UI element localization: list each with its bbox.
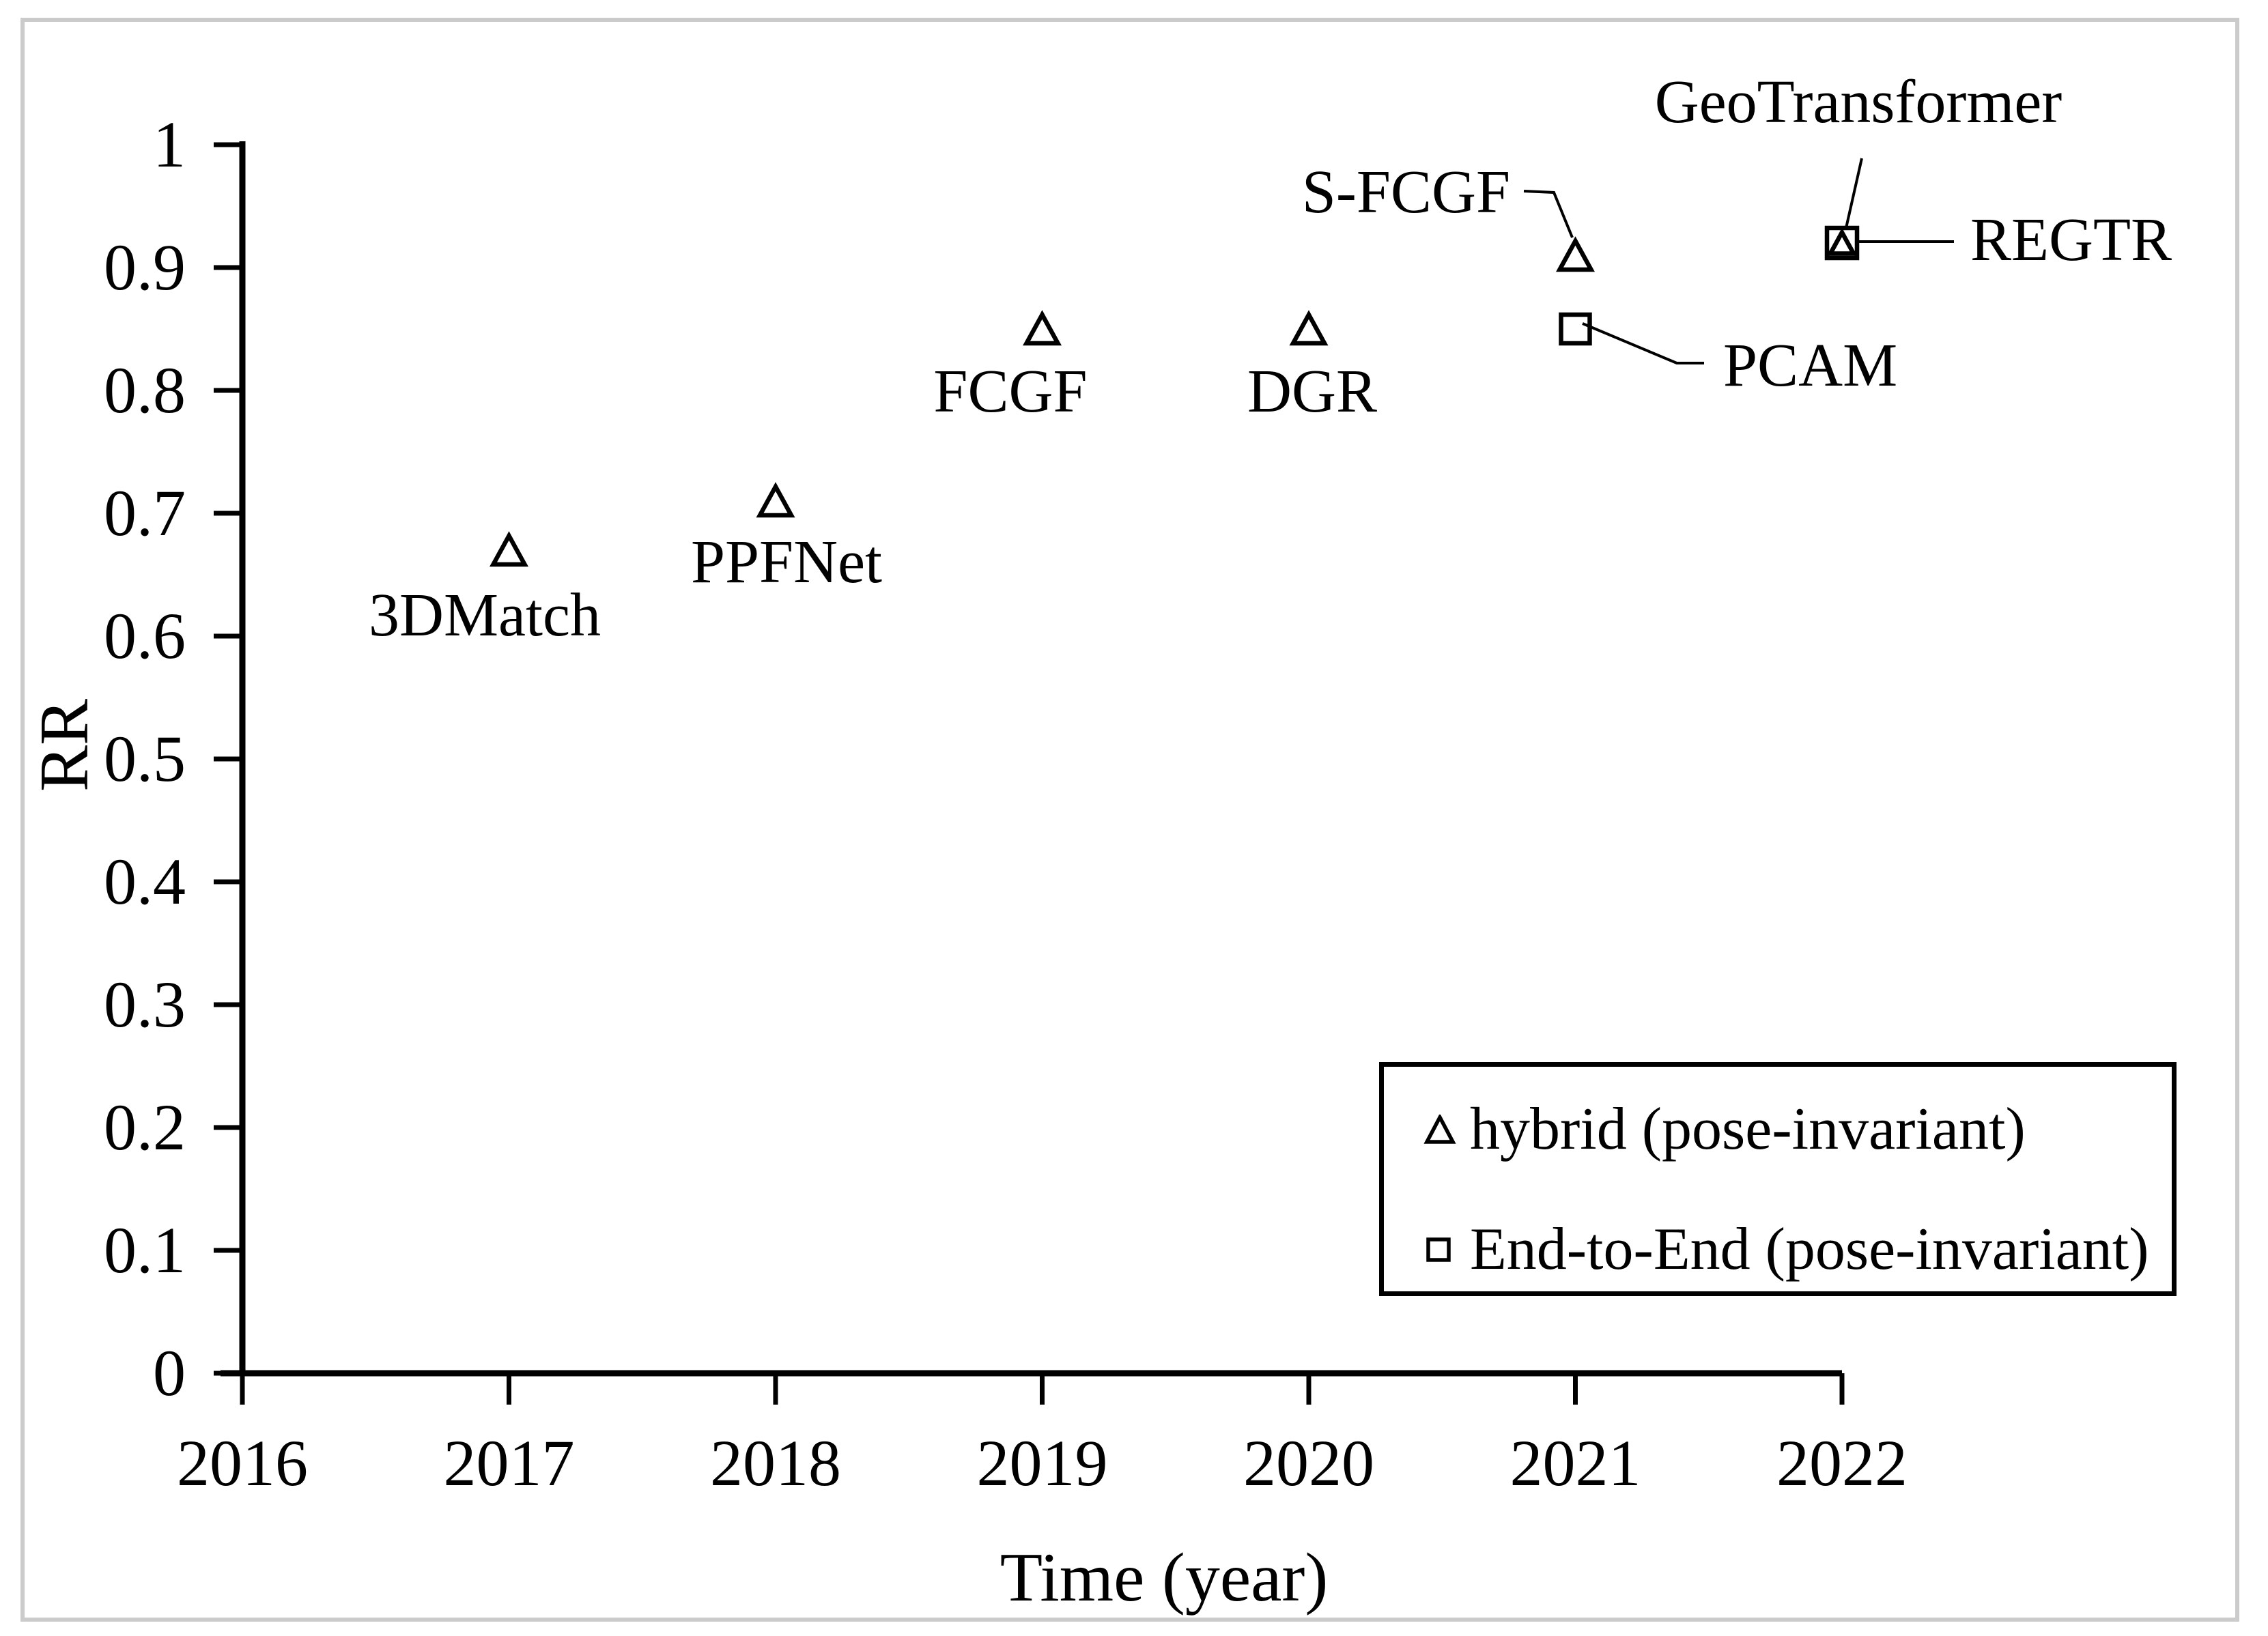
point-label-3DMatch: 3DMatch (369, 582, 601, 649)
marker-triangle-DGR (1289, 310, 1329, 346)
point-label-GeoTransformer: GeoTransformer (1654, 68, 2063, 136)
marker-triangle-PPFNet (756, 482, 795, 518)
marker-triangle-3DMatch (490, 531, 528, 567)
marker-triangle-S-FCGF (1556, 236, 1595, 272)
marker-square-PCAM (1559, 312, 1592, 346)
y-tick-label-0.9: 0.9 (104, 231, 186, 304)
y-tick-label-1: 1 (153, 108, 186, 181)
leader-line-S-FCGF (1523, 190, 1574, 238)
y-axis-title: RR (26, 698, 103, 792)
y-tick-label-0.4: 0.4 (104, 845, 186, 918)
x-tick-label-2022: 2022 (1776, 1426, 1908, 1499)
marker-triangle-GeoTransformer (1826, 227, 1858, 256)
y-tick-label-0.7: 0.7 (104, 476, 186, 549)
y-tick-label-0.6: 0.6 (104, 599, 186, 672)
x-tick-label-2018: 2018 (710, 1426, 841, 1499)
legend-label-end-to-end: End-to-End (pose-invariant) (1470, 1216, 2149, 1282)
legend: hybrid (pose-invariant) End-to-End (pose… (1379, 1062, 2177, 1296)
point-label-FCGF: FCGF (933, 358, 1088, 425)
point-label-PCAM: PCAM (1723, 332, 1898, 399)
leader-line-GeoTransformer (1845, 158, 1863, 229)
y-tick-label-0.2: 0.2 (104, 1091, 186, 1164)
x-tick-label-2017: 2017 (443, 1426, 575, 1499)
marker-triangle-FCGF (1023, 310, 1062, 346)
point-label-DGR: DGR (1247, 358, 1378, 425)
x-tick-label-2021: 2021 (1509, 1426, 1641, 1499)
point-label-PPFNet: PPFNet (690, 528, 883, 596)
x-tick-label-2019: 2019 (976, 1426, 1108, 1499)
legend-item-hybrid: hybrid (pose-invariant) (1384, 1094, 2172, 1165)
y-tick-label-0.1: 0.1 (104, 1214, 186, 1287)
y-tick-label-0: 0 (153, 1336, 186, 1409)
point-label-REGTR: REGTR (1970, 206, 2172, 274)
point-label-S-FCGF: S-FCGF (1301, 158, 1510, 226)
leader-line-PCAM (1582, 322, 1704, 364)
chart-outer-border (20, 18, 2239, 1622)
y-tick-label-0.8: 0.8 (104, 354, 186, 427)
legend-label-hybrid: hybrid (pose-invariant) (1470, 1096, 2026, 1162)
square-marker-icon (1426, 1237, 1451, 1262)
x-axis-title: Time (year) (1000, 1539, 1329, 1616)
y-tick-label-0.5: 0.5 (104, 722, 186, 795)
y-tick-label-0.3: 0.3 (104, 968, 186, 1041)
legend-item-end-to-end: End-to-End (pose-invariant) (1384, 1214, 2172, 1285)
x-tick-label-2020: 2020 (1243, 1426, 1374, 1499)
x-tick-label-2016: 2016 (177, 1426, 308, 1499)
triangle-marker-icon (1423, 1115, 1456, 1144)
